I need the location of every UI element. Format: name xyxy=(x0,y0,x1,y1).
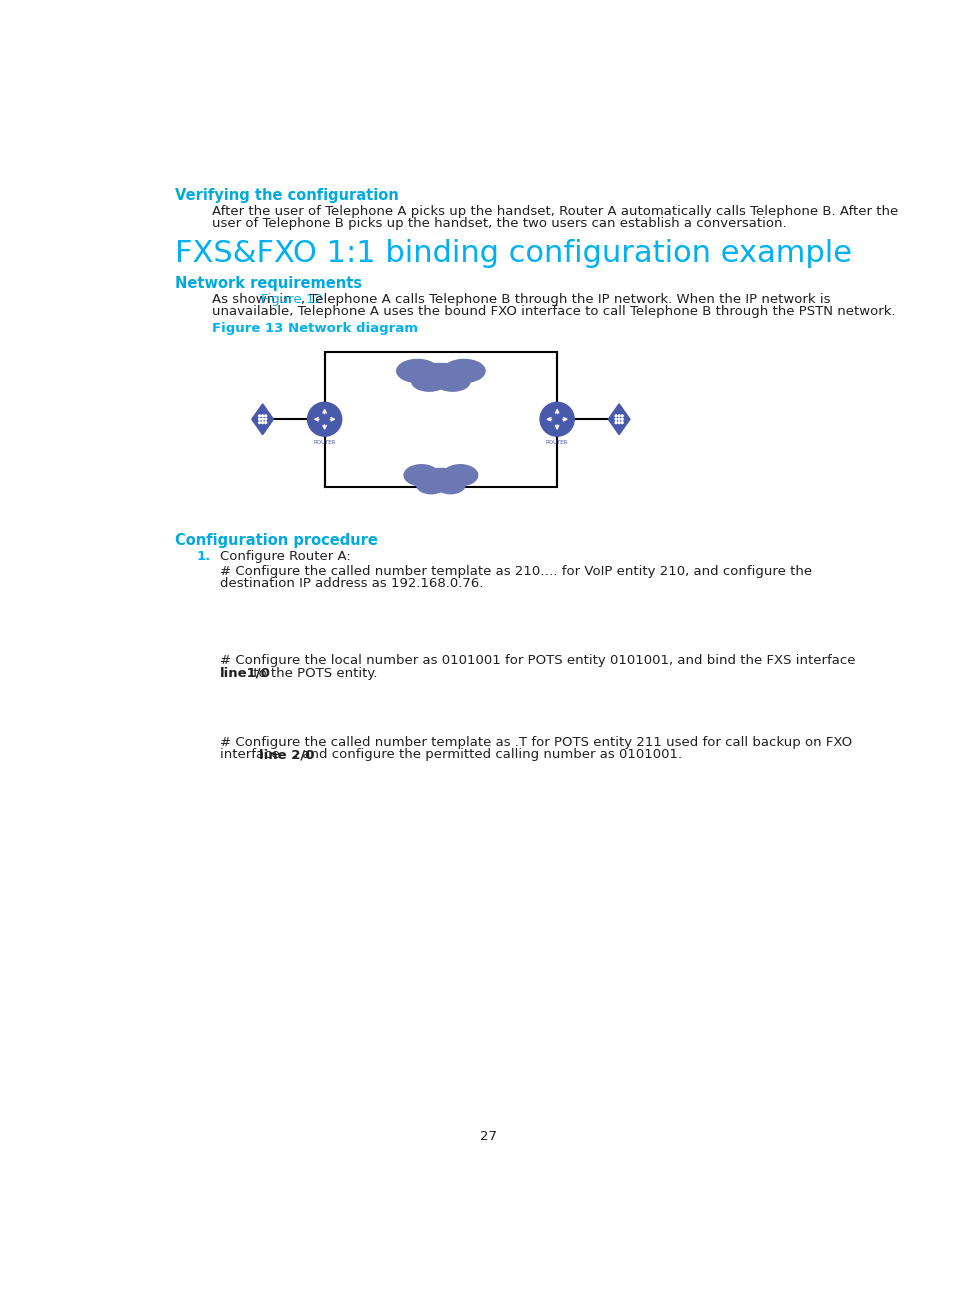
Text: to the POTS entity.: to the POTS entity. xyxy=(249,667,377,680)
Text: Configuration procedure: Configuration procedure xyxy=(174,533,377,548)
Text: # Configure the local number as 0101001 for POTS entity 0101001, and bind the FX: # Configure the local number as 0101001 … xyxy=(220,654,855,667)
Ellipse shape xyxy=(442,465,477,486)
Polygon shape xyxy=(608,404,629,434)
Circle shape xyxy=(265,419,267,420)
Circle shape xyxy=(618,421,619,424)
Text: unavailable, Telephone A uses the bound FXO interface to call Telephone B throug: unavailable, Telephone A uses the bound … xyxy=(212,305,895,318)
Circle shape xyxy=(615,419,617,420)
Text: Verifying the configuration: Verifying the configuration xyxy=(174,188,398,203)
Circle shape xyxy=(615,421,617,424)
Text: user of Telephone B picks up the handset, the two users can establish a conversa: user of Telephone B picks up the handset… xyxy=(212,218,786,231)
Ellipse shape xyxy=(412,372,446,391)
Circle shape xyxy=(258,415,260,417)
Circle shape xyxy=(620,415,622,417)
Circle shape xyxy=(620,419,622,420)
Text: ROUTER: ROUTER xyxy=(545,441,568,445)
Polygon shape xyxy=(252,404,274,434)
Text: FXS&FXO 1:1 binding configuration example: FXS&FXO 1:1 binding configuration exampl… xyxy=(174,238,851,268)
Circle shape xyxy=(265,421,267,424)
Ellipse shape xyxy=(443,359,484,382)
Ellipse shape xyxy=(435,372,470,391)
Text: # Configure the called number template as .T for POTS entity 211 used for call b: # Configure the called number template a… xyxy=(220,736,851,749)
Text: , and configure the permitted calling number as 0101001.: , and configure the permitted calling nu… xyxy=(294,748,681,762)
Circle shape xyxy=(620,421,622,424)
Ellipse shape xyxy=(414,468,468,490)
Circle shape xyxy=(261,419,263,420)
Text: interface: interface xyxy=(220,748,284,762)
Circle shape xyxy=(618,415,619,417)
Text: 27: 27 xyxy=(480,1130,497,1143)
Text: 1.: 1. xyxy=(196,550,211,562)
Circle shape xyxy=(261,421,263,424)
Text: line1/0: line1/0 xyxy=(220,667,271,680)
Text: , Telephone A calls Telephone B through the IP network. When the IP network is: , Telephone A calls Telephone B through … xyxy=(301,293,830,306)
Circle shape xyxy=(258,419,260,420)
Circle shape xyxy=(539,402,574,437)
Text: As shown in: As shown in xyxy=(212,293,295,306)
Text: Configure Router A:: Configure Router A: xyxy=(220,550,351,562)
Circle shape xyxy=(618,419,619,420)
Text: destination IP address as 192.168.0.76.: destination IP address as 192.168.0.76. xyxy=(220,578,483,591)
Circle shape xyxy=(258,421,260,424)
Ellipse shape xyxy=(408,363,473,386)
Ellipse shape xyxy=(396,359,438,382)
Text: line 2/0: line 2/0 xyxy=(258,748,314,762)
Circle shape xyxy=(615,415,617,417)
Circle shape xyxy=(307,402,341,437)
Circle shape xyxy=(261,415,263,417)
Text: ROUTER: ROUTER xyxy=(314,441,335,445)
Text: Figure 13 Network diagram: Figure 13 Network diagram xyxy=(212,321,417,334)
Text: # Configure the called number template as 210…. for VoIP entity 210, and configu: # Configure the called number template a… xyxy=(220,565,811,578)
Ellipse shape xyxy=(416,477,445,494)
Bar xyxy=(324,353,557,486)
Ellipse shape xyxy=(436,477,465,494)
Circle shape xyxy=(265,415,267,417)
Ellipse shape xyxy=(404,465,438,486)
Text: After the user of Telephone A picks up the handset, Router A automatically calls: After the user of Telephone A picks up t… xyxy=(212,205,898,218)
Text: Network requirements: Network requirements xyxy=(174,276,362,290)
Text: Figure 12: Figure 12 xyxy=(261,293,323,306)
